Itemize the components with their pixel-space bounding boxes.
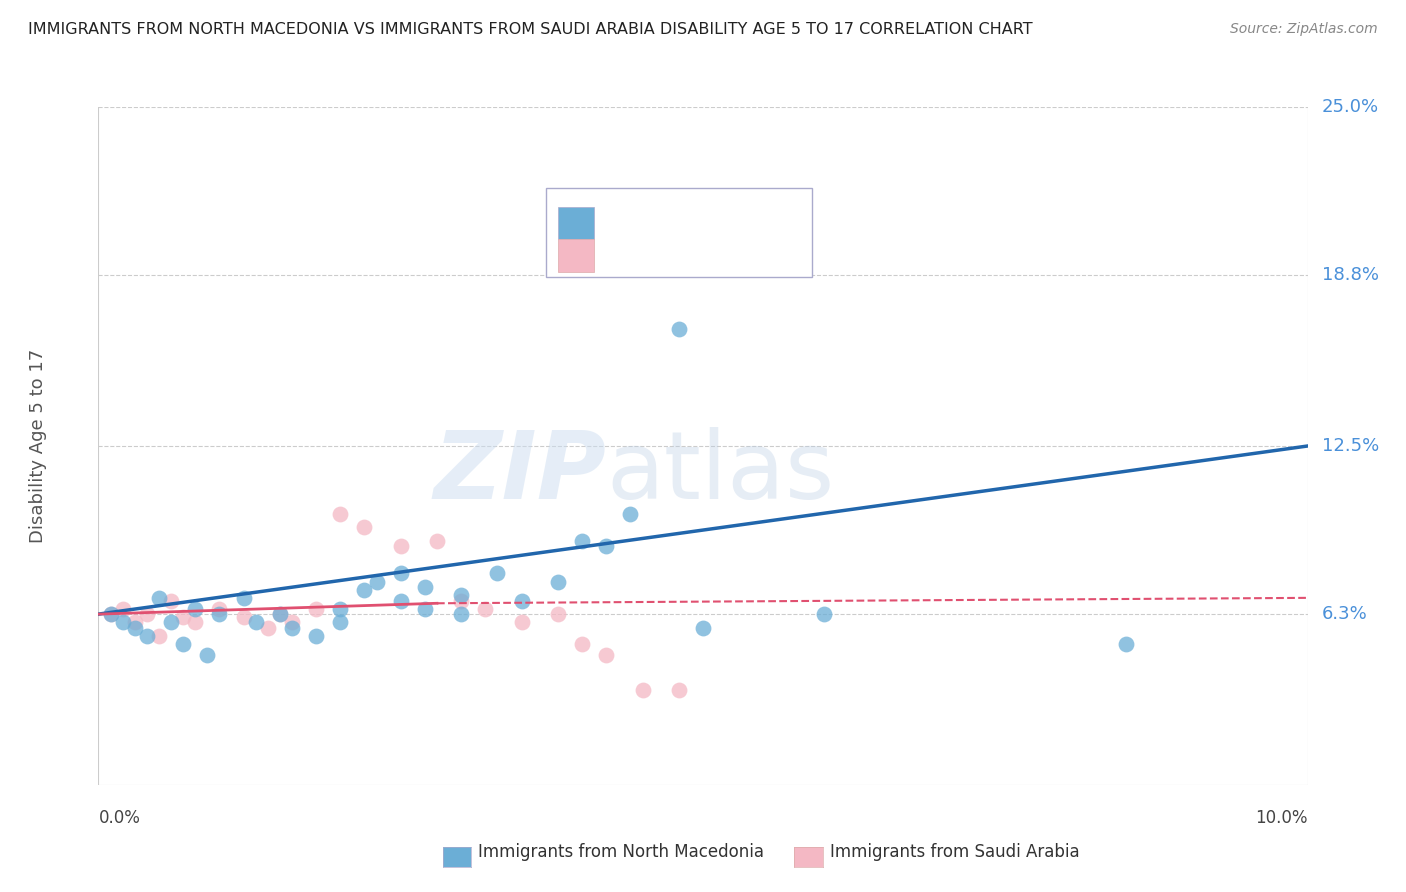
Point bbox=[269, 607, 291, 621]
Point bbox=[305, 601, 328, 615]
Point bbox=[329, 615, 352, 630]
Point bbox=[124, 621, 146, 635]
Point bbox=[389, 593, 412, 607]
Point bbox=[172, 610, 194, 624]
Point bbox=[366, 574, 388, 589]
Point bbox=[813, 607, 835, 621]
Point bbox=[160, 593, 183, 607]
Point bbox=[184, 601, 207, 615]
Point bbox=[281, 621, 304, 635]
Point bbox=[208, 601, 231, 615]
Point bbox=[269, 607, 291, 621]
Point bbox=[389, 539, 412, 553]
Text: 18.8%: 18.8% bbox=[1322, 266, 1379, 285]
FancyBboxPatch shape bbox=[558, 207, 595, 239]
Point bbox=[100, 607, 122, 621]
Point bbox=[413, 601, 436, 615]
Point bbox=[413, 580, 436, 594]
Point bbox=[595, 648, 617, 662]
Point bbox=[631, 683, 654, 698]
Point bbox=[256, 621, 278, 635]
Text: ZIP: ZIP bbox=[433, 427, 606, 519]
Point bbox=[692, 621, 714, 635]
Text: IMMIGRANTS FROM NORTH MACEDONIA VS IMMIGRANTS FROM SAUDI ARABIA DISABILITY AGE 5: IMMIGRANTS FROM NORTH MACEDONIA VS IMMIG… bbox=[28, 22, 1033, 37]
Text: 12.5%: 12.5% bbox=[1322, 437, 1379, 455]
Point bbox=[474, 601, 496, 615]
Point bbox=[329, 601, 352, 615]
Point bbox=[571, 533, 593, 548]
Text: N = 26: N = 26 bbox=[724, 246, 787, 265]
Text: R = 0.025: R = 0.025 bbox=[603, 246, 688, 265]
Text: Immigrants from North Macedonia: Immigrants from North Macedonia bbox=[478, 843, 763, 861]
FancyBboxPatch shape bbox=[546, 188, 811, 277]
Point bbox=[1115, 637, 1137, 651]
Text: atlas: atlas bbox=[606, 427, 835, 519]
Point bbox=[124, 615, 146, 630]
Point bbox=[245, 615, 267, 630]
Point bbox=[450, 588, 472, 602]
Point bbox=[281, 615, 304, 630]
Point bbox=[668, 683, 690, 698]
Point bbox=[135, 629, 157, 643]
Point bbox=[389, 566, 412, 581]
Text: 10.0%: 10.0% bbox=[1256, 809, 1308, 827]
Point bbox=[111, 601, 134, 615]
Point bbox=[510, 593, 533, 607]
Point bbox=[486, 566, 509, 581]
Point bbox=[184, 615, 207, 630]
Point bbox=[510, 615, 533, 630]
Text: Immigrants from Saudi Arabia: Immigrants from Saudi Arabia bbox=[830, 843, 1080, 861]
Point bbox=[450, 607, 472, 621]
Text: N = 35: N = 35 bbox=[724, 214, 787, 232]
Point bbox=[111, 615, 134, 630]
Point bbox=[595, 539, 617, 553]
Point bbox=[353, 582, 375, 597]
Point bbox=[547, 607, 569, 621]
Point bbox=[172, 637, 194, 651]
Point bbox=[426, 533, 449, 548]
Text: R = 0.269: R = 0.269 bbox=[603, 214, 688, 232]
Point bbox=[353, 520, 375, 534]
Point bbox=[305, 629, 328, 643]
Point bbox=[329, 507, 352, 521]
Text: 25.0%: 25.0% bbox=[1322, 98, 1379, 116]
Text: 6.3%: 6.3% bbox=[1322, 605, 1368, 624]
Point bbox=[668, 322, 690, 336]
Text: 0.0%: 0.0% bbox=[98, 809, 141, 827]
Text: Disability Age 5 to 17: Disability Age 5 to 17 bbox=[30, 349, 46, 543]
Point bbox=[135, 607, 157, 621]
FancyBboxPatch shape bbox=[558, 239, 595, 272]
Point bbox=[148, 629, 170, 643]
Point bbox=[195, 648, 218, 662]
Point bbox=[160, 615, 183, 630]
Point bbox=[208, 607, 231, 621]
Point bbox=[450, 593, 472, 607]
Point bbox=[232, 591, 254, 605]
Point bbox=[232, 610, 254, 624]
Point bbox=[148, 591, 170, 605]
Point bbox=[547, 574, 569, 589]
Text: Source: ZipAtlas.com: Source: ZipAtlas.com bbox=[1230, 22, 1378, 37]
Point bbox=[100, 607, 122, 621]
Point bbox=[571, 637, 593, 651]
Point bbox=[619, 507, 641, 521]
